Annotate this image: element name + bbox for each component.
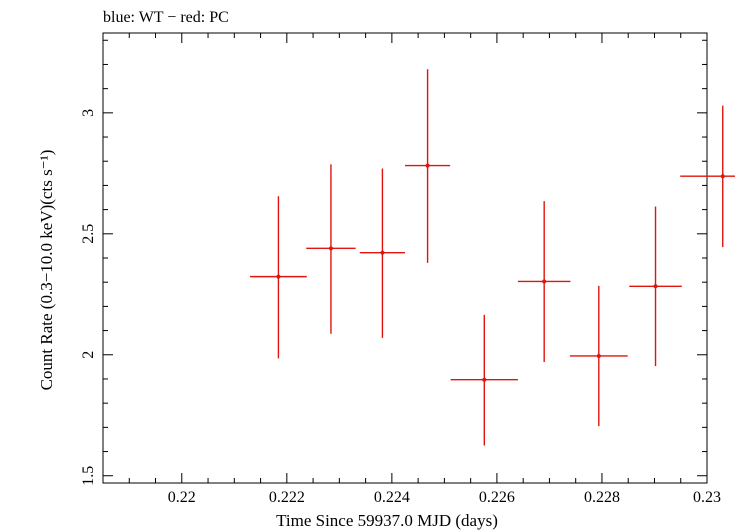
data-point [450,314,518,446]
point-marker [328,246,333,251]
y-tick-label: 3 [80,109,97,117]
point-marker [380,250,385,255]
x-axis-label: Time Since 59937.0 MJD (days) [276,511,498,530]
data-point [517,201,571,363]
axis-ticks [103,33,708,483]
x-tick-label: 0.22 [168,489,196,506]
x-tick-label: 0.23 [693,489,721,506]
x-tick-label: 0.222 [269,489,305,506]
x-tick-label: 0.228 [584,489,620,506]
data-point [569,285,628,427]
data-point [359,168,405,338]
y-axis-label: Count Rate (0.3−10.0 keV)(cts s⁻¹) [37,150,56,391]
point-marker [425,163,430,168]
data-point [306,164,356,334]
point-marker [276,274,281,279]
tick-labels: 0.22 0.222 0.224 0.226 0.228 0.23 1.5 2 2.5 3 [80,109,721,506]
point-marker [653,284,658,289]
point-marker [482,377,487,382]
data-point [629,206,682,367]
point-marker [542,279,547,284]
plot-frame [102,32,708,484]
y-tick-label: 2 [80,351,97,359]
data-point [250,196,307,359]
y-tick-label: 2.5 [80,224,97,244]
data-points [250,69,735,446]
x-tick-label: 0.224 [374,489,410,506]
x-tick-label: 0.226 [479,489,515,506]
point-marker [720,174,725,179]
point-marker [596,353,601,358]
chart-title: blue: WT − red: PC [103,9,229,26]
y-tick-label: 1.5 [80,466,97,486]
data-point [405,69,451,263]
data-point [680,105,735,248]
